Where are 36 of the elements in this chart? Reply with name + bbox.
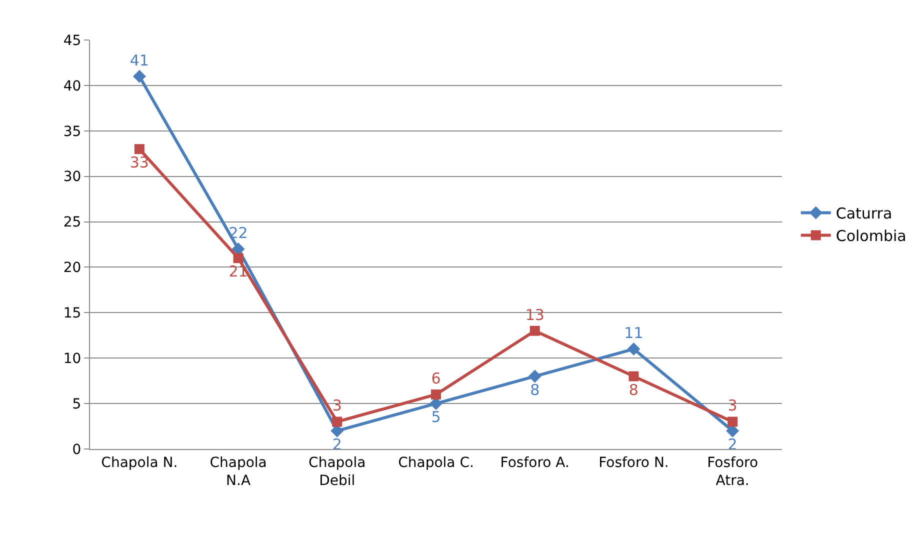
x-tick-label: Chapola Debil [308, 454, 366, 489]
y-tick-label: 45 [63, 32, 82, 49]
y-tick-label: 40 [63, 78, 82, 94]
x-tick-label: Fosforo Atra. [707, 454, 758, 489]
point [728, 416, 738, 427]
x-tick-label: Fosforo N. [598, 454, 669, 471]
y-tick-label: 0 [72, 442, 82, 458]
data-label: 5 [431, 408, 441, 426]
data-label: 11 [624, 324, 644, 342]
x-tick-label: Chapola N.A [210, 454, 267, 489]
point [528, 370, 542, 383]
y-tick-label: 10 [63, 351, 82, 368]
point [332, 416, 342, 427]
point [233, 253, 244, 264]
x-tick-label: Chapola N. [101, 454, 178, 471]
y-tick-label: 25 [63, 214, 82, 231]
data-label: 41 [130, 51, 149, 70]
y-tick-label: 35 [63, 124, 82, 140]
data-label: 8 [530, 380, 540, 399]
x-tick-label: Fosforo A. [500, 454, 570, 471]
point [134, 144, 144, 154]
data-label: 8 [628, 380, 638, 399]
point [530, 326, 540, 336]
y-tick-label: 20 [63, 260, 82, 276]
point [132, 70, 146, 83]
y-tick-label: 5 [72, 396, 82, 412]
point [628, 371, 639, 382]
y-tick-label: 30 [63, 169, 82, 186]
point [627, 342, 640, 356]
legend-label: Caturra [836, 204, 892, 223]
point [431, 389, 441, 400]
legend-label: Colombia [836, 227, 906, 246]
point [430, 397, 442, 410]
data-label: 6 [431, 369, 441, 388]
x-tick-label: Chapola C. [398, 454, 474, 471]
y-tick-label: 15 [63, 306, 82, 322]
